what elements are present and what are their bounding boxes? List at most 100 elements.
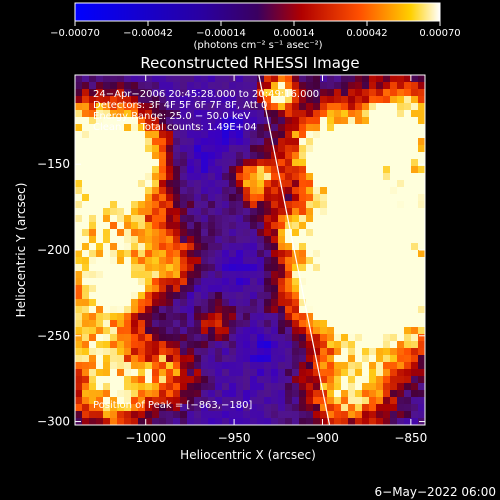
heatmap-cell bbox=[397, 187, 405, 195]
heatmap-cell bbox=[187, 397, 195, 405]
heatmap-cell bbox=[96, 397, 104, 405]
heatmap-cell bbox=[299, 411, 307, 419]
heatmap-cell bbox=[383, 187, 391, 195]
heatmap-cell bbox=[159, 152, 167, 160]
heatmap-cell bbox=[117, 152, 125, 160]
heatmap-cell bbox=[229, 390, 237, 398]
heatmap-cell bbox=[397, 341, 405, 349]
heatmap-cell bbox=[201, 152, 209, 160]
heatmap-cell bbox=[257, 411, 265, 419]
heatmap-cell bbox=[222, 187, 230, 195]
heatmap-cell bbox=[166, 145, 174, 153]
heatmap-cell bbox=[180, 278, 188, 286]
heatmap-cell bbox=[117, 103, 125, 111]
heatmap-cell bbox=[243, 334, 251, 342]
heatmap-cell bbox=[201, 103, 209, 111]
heatmap-cell bbox=[166, 369, 174, 377]
heatmap-cell bbox=[222, 334, 230, 342]
heatmap-cell bbox=[292, 404, 300, 412]
heatmap-cell bbox=[131, 124, 139, 132]
heatmap-cell bbox=[383, 138, 391, 146]
heatmap-cell bbox=[215, 327, 223, 335]
heatmap-cell bbox=[152, 362, 160, 370]
heatmap-cell bbox=[194, 159, 202, 167]
heatmap-cell bbox=[215, 215, 223, 223]
heatmap-cell bbox=[313, 222, 321, 230]
heatmap-cell bbox=[250, 383, 258, 391]
heatmap-cell bbox=[243, 285, 251, 293]
heatmap-cell bbox=[117, 222, 125, 230]
heatmap-cell bbox=[362, 341, 370, 349]
heatmap-cell bbox=[187, 348, 195, 356]
heatmap-cell bbox=[299, 222, 307, 230]
heatmap-cell bbox=[334, 362, 342, 370]
heatmap-cell bbox=[404, 362, 412, 370]
heatmap-cell bbox=[131, 376, 139, 384]
heatmap-cell bbox=[215, 376, 223, 384]
heatmap-cell bbox=[152, 117, 160, 125]
heatmap-cell bbox=[159, 243, 167, 251]
heatmap-cell bbox=[320, 145, 328, 153]
heatmap-cell bbox=[250, 96, 258, 104]
heatmap-cell bbox=[369, 159, 377, 167]
heatmap-cell bbox=[243, 173, 251, 181]
heatmap-cell bbox=[145, 278, 153, 286]
heatmap-cell bbox=[271, 89, 279, 97]
heatmap-cell bbox=[103, 278, 111, 286]
heatmap-cell bbox=[362, 236, 370, 244]
heatmap-cell bbox=[96, 271, 104, 279]
heatmap-cell bbox=[194, 201, 202, 209]
heatmap-cell bbox=[418, 348, 425, 356]
heatmap-cell bbox=[292, 159, 300, 167]
heatmap-cell bbox=[369, 152, 377, 160]
heatmap-cell bbox=[411, 390, 419, 398]
heatmap-cell bbox=[117, 285, 125, 293]
heatmap-cell bbox=[194, 131, 202, 139]
heatmap-cell bbox=[306, 89, 314, 97]
heatmap-cell bbox=[166, 327, 174, 335]
heatmap-cell bbox=[131, 96, 139, 104]
heatmap-cell bbox=[313, 96, 321, 104]
heatmap-cell bbox=[208, 243, 216, 251]
heatmap-cell bbox=[173, 89, 181, 97]
heatmap-cell bbox=[159, 82, 167, 90]
heatmap-cell bbox=[327, 131, 335, 139]
heatmap-cell bbox=[138, 75, 146, 83]
heatmap-cell bbox=[299, 250, 307, 258]
heatmap-cell bbox=[131, 355, 139, 363]
heatmap-cell bbox=[201, 397, 209, 405]
heatmap-cell bbox=[376, 404, 384, 412]
heatmap-cell bbox=[82, 145, 90, 153]
heatmap-cell bbox=[390, 89, 398, 97]
heatmap-cell bbox=[278, 229, 286, 237]
heatmap-cell bbox=[215, 250, 223, 258]
heatmap-cell bbox=[89, 89, 97, 97]
heatmap-cell bbox=[369, 348, 377, 356]
heatmap-cell bbox=[222, 271, 230, 279]
heatmap-cell bbox=[306, 194, 314, 202]
heatmap-cell bbox=[110, 117, 118, 125]
heatmap-cell bbox=[355, 292, 363, 300]
heatmap-cell bbox=[348, 390, 356, 398]
heatmap-cell bbox=[327, 89, 335, 97]
heatmap-cell bbox=[201, 194, 209, 202]
heatmap-cell bbox=[292, 96, 300, 104]
heatmap-cell bbox=[75, 341, 83, 349]
heatmap-cell bbox=[117, 348, 125, 356]
heatmap-cell bbox=[411, 264, 419, 272]
heatmap-cell bbox=[418, 180, 425, 188]
heatmap-cell bbox=[362, 180, 370, 188]
heatmap-cell bbox=[383, 208, 391, 216]
heatmap-cell bbox=[278, 180, 286, 188]
heatmap-cell bbox=[208, 103, 216, 111]
heatmap-cell bbox=[138, 348, 146, 356]
heatmap-cell bbox=[187, 327, 195, 335]
heatmap-cell bbox=[306, 187, 314, 195]
heatmap-cell bbox=[271, 320, 279, 328]
heatmap-cell bbox=[285, 257, 293, 265]
heatmap-cell bbox=[383, 89, 391, 97]
heatmap-cell bbox=[292, 201, 300, 209]
heatmap-cell bbox=[96, 404, 104, 412]
heatmap-cell bbox=[166, 229, 174, 237]
heatmap-cell bbox=[383, 250, 391, 258]
